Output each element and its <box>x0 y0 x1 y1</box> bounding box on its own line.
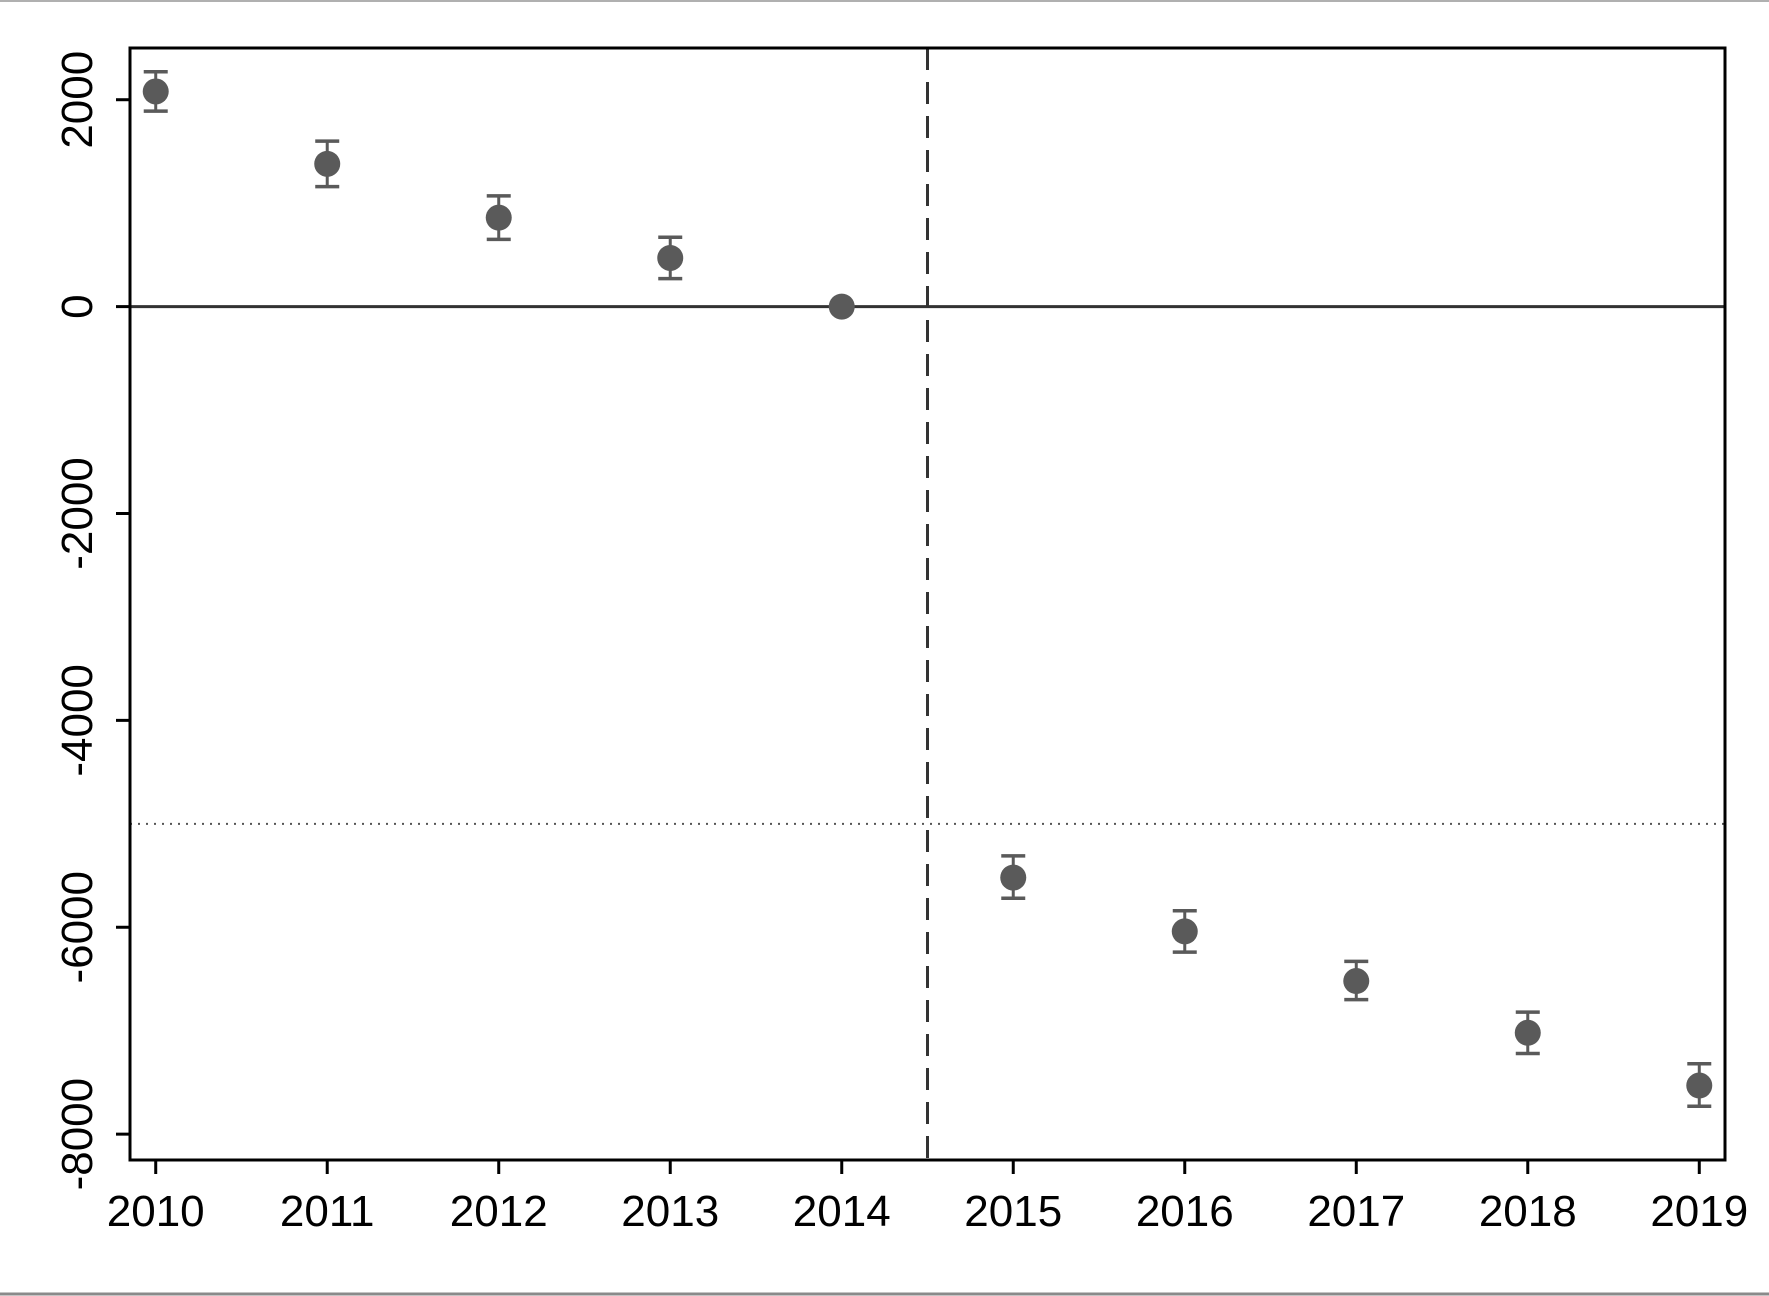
data-point <box>1686 1072 1713 1099</box>
y-tick-label: -2000 <box>53 457 102 570</box>
data-point <box>1343 968 1370 995</box>
data-point <box>142 78 169 105</box>
data-point <box>485 204 512 231</box>
y-tick-label: 2000 <box>53 51 102 149</box>
x-tick-label: 2016 <box>1136 1187 1234 1236</box>
x-tick-label: 2014 <box>793 1187 891 1236</box>
x-tick-label: 2011 <box>280 1187 375 1236</box>
x-tick-label: 2019 <box>1650 1187 1748 1236</box>
x-tick-label: 2010 <box>107 1187 205 1236</box>
data-point <box>314 150 341 177</box>
plot-frame <box>128 46 1727 1162</box>
y-tick-label: -6000 <box>53 871 102 984</box>
y-tick-label: -8000 <box>53 1078 102 1191</box>
x-tick-label: 2012 <box>450 1187 548 1236</box>
data-point <box>828 293 855 320</box>
x-tick-label: 2013 <box>621 1187 719 1236</box>
x-tick-label: 2017 <box>1307 1187 1405 1236</box>
data-point <box>657 244 684 271</box>
data-point <box>1514 1019 1541 1046</box>
y-tick-label: -4000 <box>53 664 102 777</box>
x-tick-label: 2018 <box>1479 1187 1577 1236</box>
data-point <box>1000 864 1027 891</box>
data-point <box>1171 918 1198 945</box>
x-tick-label: 2015 <box>964 1187 1062 1236</box>
y-tick-label: 0 <box>53 294 102 318</box>
